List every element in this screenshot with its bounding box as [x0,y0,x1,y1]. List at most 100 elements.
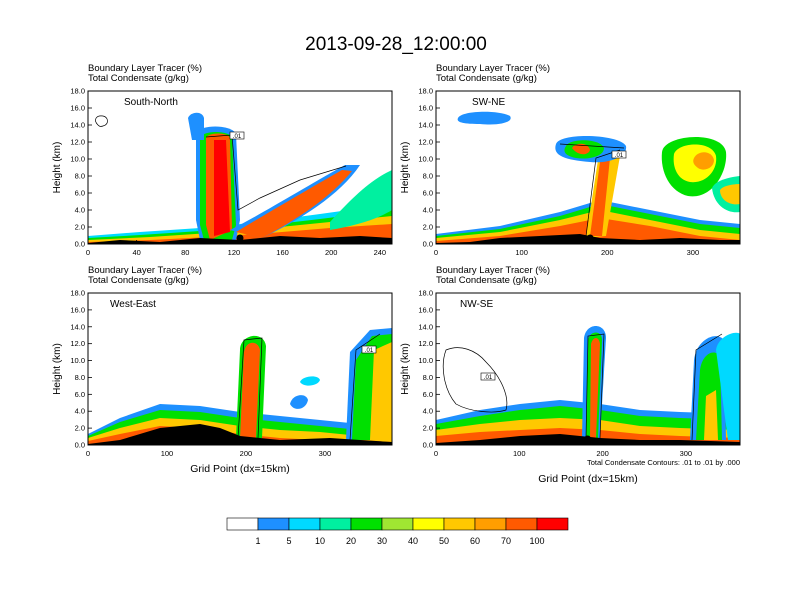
condensate-contour-small [95,115,108,127]
panel-subtitle-1: Boundary Layer Tracer (%) [88,63,202,74]
plot-area: .01 [436,111,740,244]
x-tick-label: 120 [228,248,241,257]
y-tick-label: 4.0 [423,407,433,416]
x-tick-label: 200 [240,449,253,458]
colorbar-label: 100 [529,536,544,546]
contour-label: .01 [484,375,493,381]
x-tick-label: 0 [434,449,438,458]
contour-label: .01 [233,134,242,140]
location-marker [236,234,244,242]
colorbar-swatch [319,517,352,531]
y-tick-label: 18.0 [70,87,85,96]
y-tick-label: 16.0 [418,104,433,113]
panel-subtitle-1: Boundary Layer Tracer (%) [88,265,202,276]
colorbar-label: 20 [346,536,356,546]
colorbar-swatch [443,517,476,531]
x-tick-label: 100 [515,248,528,257]
panel-subtitle-1: Boundary Layer Tracer (%) [436,63,550,74]
y-tick-label: 6.0 [423,390,433,399]
panel-subtitle-2: Total Condensate (g/kg) [88,275,189,286]
axis-ticks: 0 40 80 120 160 200 240 0.0 2.0 4.0 6.0 8.0 10.0 12.0… [70,87,386,258]
condensate-contour-west [442,347,508,413]
axis-ticks: 0 100 200 300 0.0 2.0 4.0 6.0 8.0 10.0 12.0 14.0 16.… [418,87,699,258]
colorbar-label: 10 [315,536,325,546]
panel-label: West-East [110,299,156,310]
y-tick-label: 18.0 [418,289,433,298]
y-tick-label: 10.0 [70,356,85,365]
panel-subtitle-2: Total Condensate (g/kg) [88,73,189,84]
anvil-core [236,170,352,238]
contour-label-box [229,131,245,140]
figure-title: 2013-09-28_12:00:00 [305,34,487,55]
x-tick-label: 300 [680,449,693,458]
cloud-edge-core [720,184,740,205]
y-tick-label: 0.0 [75,240,85,249]
x-tick-label: 200 [596,449,609,458]
x-tick-label: 0 [434,248,438,257]
colorbar-label: 50 [439,536,449,546]
y-tick-label: 4.0 [423,206,433,215]
x-axis-label: Grid Point (dx=15km) [190,463,290,475]
y-axis-label: Height (km) [52,343,63,395]
anvil-core [572,143,590,155]
plot-frame [435,90,741,245]
cloud-east-core [693,152,714,170]
panel-subtitle-2: Total Condensate (g/kg) [436,73,537,84]
y-tick-label: 10.0 [70,155,85,164]
x-tick-label: 80 [181,248,189,257]
y-tick-label: 0.0 [75,441,85,450]
colorbar-swatch [381,517,414,531]
axis-ticks: 0 100 200 300 0.0 2.0 4.0 6.0 8.0 10.0 12.0 14.0 16.… [418,289,692,459]
plot-frame [87,292,393,446]
colorbar-label: 1 [255,536,260,546]
y-tick-label: 18.0 [418,87,433,96]
y-tick-label: 16.0 [418,305,433,314]
x-tick-label: 200 [325,248,338,257]
colorbar-label: 70 [501,536,511,546]
condensate-contour [585,333,723,441]
colorbar-swatch [288,517,321,531]
y-tick-label: 0.0 [423,441,433,450]
x-tick-label: 240 [374,248,387,257]
y-tick-label: 16.0 [70,305,85,314]
y-tick-label: 6.0 [423,189,433,198]
y-axis-label: Height (km) [400,142,411,194]
axis-ticks: 0 100 200 300 0.0 2.0 4.0 6.0 8.0 10.0 12.0 14.0 16.… [70,289,331,459]
small-cloud-1 [290,395,308,409]
plot-area: .01 [436,326,740,445]
colorbar-swatch [536,517,569,531]
y-tick-label: 14.0 [418,121,433,130]
colorbar-label: 30 [377,536,387,546]
y-tick-label: 12.0 [418,138,433,147]
plot-frame [87,90,393,245]
y-tick-label: 8.0 [75,172,85,181]
x-tick-label: 100 [513,449,526,458]
x-tick-label: 40 [132,248,140,257]
colorbar-swatch [505,517,538,531]
condensate-contour [237,333,381,441]
y-axis-label: Height (km) [52,142,63,194]
y-tick-label: 0.0 [423,240,433,249]
y-tick-label: 10.0 [418,155,433,164]
storm-core [704,390,718,440]
storm-edge [716,332,740,440]
plot-area: .01 [88,328,392,445]
x-tick-label: 300 [687,248,700,257]
location-marker [234,435,242,443]
condensate-contour [205,134,347,211]
colorbar-label: 60 [470,536,480,546]
right-band [330,170,392,230]
y-tick-label: 8.0 [75,373,85,382]
plume-peak [214,140,230,236]
y-tick-label: 6.0 [75,390,85,399]
colorbar-label: 40 [408,536,418,546]
panel-nw-se: Boundary Layer Tracer (%) Total Condensa… [400,265,741,485]
y-tick-label: 2.0 [423,424,433,433]
x-tick-label: 300 [319,449,332,458]
location-marker [584,435,592,443]
plot-area: .01 [88,112,392,244]
y-tick-label: 2.0 [423,223,433,232]
contour-label: .01 [615,153,624,159]
colorbar-swatch [350,517,383,531]
high-cloud [457,111,511,125]
